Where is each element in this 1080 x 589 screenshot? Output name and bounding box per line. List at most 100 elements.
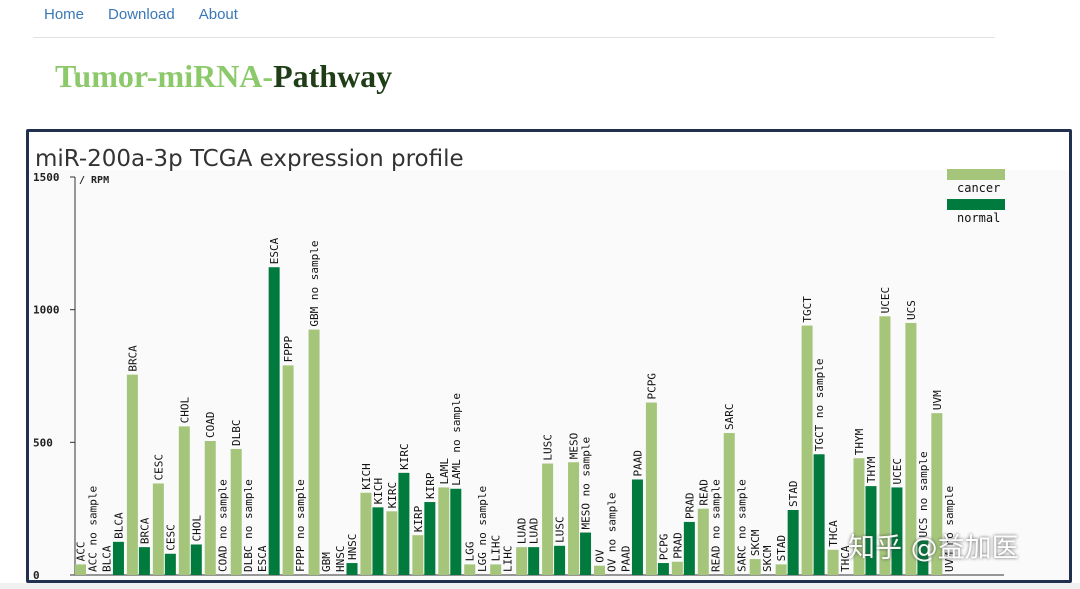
bar-data-label: GBM [320, 552, 333, 572]
y-tick-label: 1000 [33, 304, 60, 317]
y-tick-label: 500 [33, 436, 53, 449]
bar-data-label: THYM [865, 456, 878, 483]
bar-normal-blca [112, 541, 124, 575]
bar-cancer-chol [178, 426, 190, 575]
bar-cancer-coad [204, 441, 216, 575]
bar-data-label: LUAD [528, 518, 541, 545]
bar-data-label: PRAD [671, 532, 684, 559]
y-axis-label: / RPM [79, 175, 109, 186]
bar-data-label: SARC [723, 404, 736, 431]
bar-data-label: ESCA [268, 237, 281, 264]
bar-normal-cesc [164, 553, 176, 575]
bar-data-label: UVM no sample [943, 486, 956, 572]
bar-normal-hnsc [346, 563, 358, 575]
bar-data-label: LUSC [554, 516, 567, 543]
bar-cancer-kirp [412, 535, 424, 575]
bar-normal-lusc [554, 545, 566, 575]
bar-cancer-ov [594, 565, 605, 575]
bar-cancer-meso [568, 462, 580, 575]
bar-cancer-uvm [931, 413, 943, 575]
bar-data-label: SKCM [749, 529, 762, 556]
bar-normal-chol [190, 544, 202, 575]
bar-data-label: COAD no sample [216, 479, 229, 572]
bar-data-label: ACC [75, 542, 88, 562]
legend-swatch-cancer [947, 169, 1005, 180]
bar-data-label: THCA [839, 545, 852, 572]
bar-data-label: CESC [152, 454, 165, 481]
nav-about-link[interactable]: About [198, 6, 238, 23]
bar-cancer-brca [126, 374, 138, 575]
site-title-part2: Pathway [273, 58, 393, 94]
bar-cancer-gbm [308, 329, 320, 575]
bar-data-label: BRCA [138, 517, 151, 544]
chart-title: miR-200a-3p TCGA expression profile [35, 146, 464, 172]
bar-data-label: LUSC [542, 434, 555, 461]
bar-data-label: DLBC [230, 419, 243, 446]
bar-data-label: PCPG [657, 534, 670, 561]
nav-download-link[interactable]: Download [108, 6, 175, 23]
page-footer-strip [0, 583, 1080, 589]
bar-data-label: BLCA [100, 545, 113, 572]
bar-cancer-lihc [490, 564, 502, 575]
bar-cancer-kich [360, 492, 372, 575]
bar-data-label: HNSC [334, 546, 347, 573]
bar-data-label: UCEC [879, 287, 892, 314]
bar-data-label: LAML no sample [450, 393, 463, 486]
bar-data-label: FPPP no sample [294, 479, 307, 572]
bar-data-label: STAD [787, 480, 800, 507]
bar-data-label: PCPG [645, 373, 658, 400]
bar-data-label: KICH [372, 478, 385, 505]
bar-data-label: KIRP [424, 472, 437, 499]
bar-data-label: UCEC [891, 458, 904, 485]
bar-cancer-tgct [801, 325, 813, 575]
bar-normal-ucec [891, 487, 903, 575]
bar-cancer-ucs [905, 322, 917, 575]
bar-cancer-acc [75, 564, 86, 575]
bar-data-label: LAML [438, 458, 451, 485]
bar-data-label: STAD [775, 535, 788, 562]
legend-label-cancer: cancer [957, 181, 1000, 195]
bar-data-label: BLCA [112, 512, 125, 539]
bar-data-label: DLBC no sample [242, 479, 255, 572]
y-tick-label: 1500 [33, 171, 60, 184]
bar-data-label: KIRC [386, 482, 399, 509]
bar-cancer-read [697, 508, 709, 575]
bar-data-label: MESO no sample [580, 437, 593, 530]
legend-swatch-normal [947, 199, 1005, 210]
bar-cancer-cesc [152, 483, 164, 575]
bar-normal-kirc [398, 472, 410, 575]
bar-normal-luad [528, 547, 540, 575]
bar-data-label: HNSC [346, 534, 359, 561]
bar-data-label: TGCT [801, 296, 814, 323]
bar-normal-ucs [917, 540, 929, 575]
bar-cancer-luad [516, 547, 528, 575]
bar-data-label: KIRC [398, 443, 411, 470]
y-tick-label: 0 [33, 569, 40, 580]
expression-chart: miR-200a-3p TCGA expression profile 0 500 1… [29, 146, 1069, 580]
bar-data-label: BRCA [126, 345, 139, 372]
bar-cancer-ucec [879, 316, 891, 575]
bar-data-label: LIHC [502, 546, 515, 573]
nav-home-link[interactable]: Home [44, 6, 85, 23]
bar-normal-esca [268, 267, 280, 575]
bar-data-label: LUAD [516, 518, 529, 545]
bar-data-label: OV [594, 549, 607, 563]
bar-cancer-stad [775, 564, 787, 575]
bar-normal-meso [580, 532, 592, 575]
bar-data-label: GBM no sample [308, 240, 321, 326]
bar-data-label: READ no sample [709, 479, 722, 572]
bar-normal-paad [631, 479, 643, 575]
bar-normal-thym [865, 486, 877, 575]
bar-data-label: ESCA [256, 545, 269, 572]
bar-data-label: CHOL [190, 515, 203, 542]
bar-cancer-thca [827, 549, 839, 575]
bar-cancer-skcm [749, 559, 761, 575]
bar-data-label: UCS no sample [917, 451, 930, 537]
bar-data-label: UCS [905, 300, 918, 320]
nav-divider [33, 37, 995, 38]
bar-normal-prad [683, 521, 695, 575]
bar-normal-kich [372, 507, 384, 575]
bar-data-label: LIHC [490, 535, 503, 562]
bar-data-label: COAD [204, 412, 217, 439]
bar-normal-brca [138, 547, 150, 575]
